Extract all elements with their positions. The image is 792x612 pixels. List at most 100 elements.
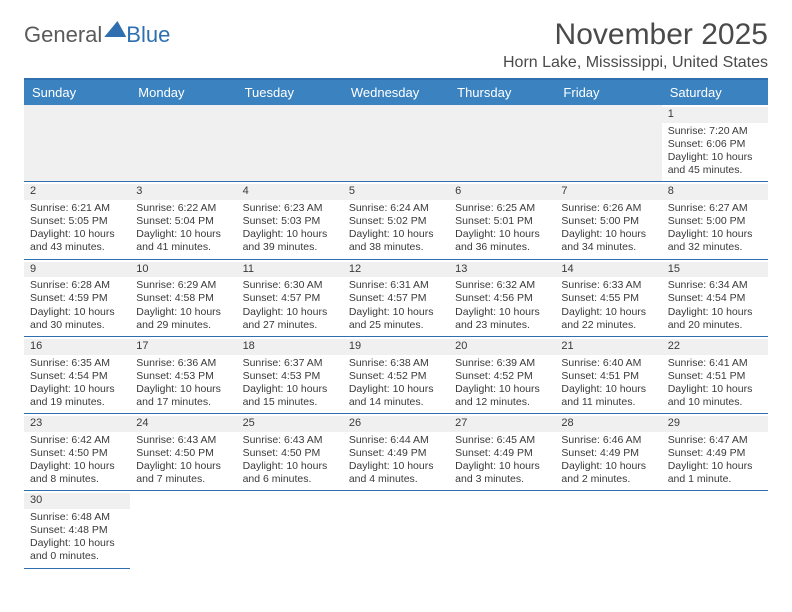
daylight-text: Daylight: 10 hours <box>455 460 549 473</box>
day-cell: 23Sunrise: 6:42 AMSunset: 4:50 PMDayligh… <box>24 414 130 491</box>
day-cell: 10Sunrise: 6:29 AMSunset: 4:58 PMDayligh… <box>130 260 236 337</box>
daylight-text: and 8 minutes. <box>30 473 124 486</box>
daylight-text: and 20 minutes. <box>668 319 762 332</box>
sunset-text: Sunset: 6:06 PM <box>668 138 762 151</box>
day-number: 10 <box>130 262 236 278</box>
empty-cell <box>555 105 661 182</box>
day-number: 24 <box>130 416 236 432</box>
sunrise-text: Sunrise: 6:47 AM <box>668 434 762 447</box>
week-row: 30Sunrise: 6:48 AMSunset: 4:48 PMDayligh… <box>24 491 768 568</box>
daylight-text: and 25 minutes. <box>349 319 443 332</box>
daylight-text: and 3 minutes. <box>455 473 549 486</box>
daylight-text: and 45 minutes. <box>668 164 762 177</box>
week-row: 1Sunrise: 7:20 AMSunset: 6:06 PMDaylight… <box>24 105 768 182</box>
logo-text-2: Blue <box>126 22 170 48</box>
day-cell: 13Sunrise: 6:32 AMSunset: 4:56 PMDayligh… <box>449 260 555 337</box>
empty-cell <box>555 491 661 568</box>
daylight-text: Daylight: 10 hours <box>561 306 655 319</box>
daylight-text: Daylight: 10 hours <box>668 306 762 319</box>
day-number: 14 <box>555 262 661 278</box>
sunset-text: Sunset: 4:52 PM <box>349 370 443 383</box>
sunrise-text: Sunrise: 6:21 AM <box>30 202 124 215</box>
daylight-text: and 30 minutes. <box>30 319 124 332</box>
daylight-text: Daylight: 10 hours <box>561 460 655 473</box>
month-title: November 2025 <box>503 18 768 52</box>
day-number: 26 <box>343 416 449 432</box>
daylight-text: and 41 minutes. <box>136 241 230 254</box>
day-number: 27 <box>449 416 555 432</box>
daylight-text: and 19 minutes. <box>30 396 124 409</box>
day-cell: 29Sunrise: 6:47 AMSunset: 4:49 PMDayligh… <box>662 414 768 491</box>
sunset-text: Sunset: 4:53 PM <box>136 370 230 383</box>
empty-cell <box>343 105 449 182</box>
daylight-text: and 36 minutes. <box>455 241 549 254</box>
day-number: 17 <box>130 339 236 355</box>
empty-daynum <box>449 107 555 123</box>
daylight-text: Daylight: 10 hours <box>136 228 230 241</box>
daylight-text: and 12 minutes. <box>455 396 549 409</box>
logo-mark-icon <box>104 21 126 37</box>
sunrise-text: Sunrise: 6:29 AM <box>136 279 230 292</box>
daylight-text: and 39 minutes. <box>243 241 337 254</box>
daylight-text: Daylight: 10 hours <box>668 151 762 164</box>
daylight-text: Daylight: 10 hours <box>243 460 337 473</box>
day-cell: 3Sunrise: 6:22 AMSunset: 5:04 PMDaylight… <box>130 182 236 259</box>
empty-daynum <box>237 107 343 123</box>
day-number: 23 <box>24 416 130 432</box>
day-number: 29 <box>662 416 768 432</box>
empty-cell <box>343 491 449 568</box>
day-number: 25 <box>237 416 343 432</box>
sunset-text: Sunset: 4:55 PM <box>561 292 655 305</box>
day-cell: 16Sunrise: 6:35 AMSunset: 4:54 PMDayligh… <box>24 337 130 414</box>
daylight-text: Daylight: 10 hours <box>455 383 549 396</box>
day-number: 22 <box>662 339 768 355</box>
day-number: 2 <box>24 184 130 200</box>
daylight-text: and 43 minutes. <box>30 241 124 254</box>
sunrise-text: Sunrise: 6:42 AM <box>30 434 124 447</box>
daylight-text: Daylight: 10 hours <box>30 460 124 473</box>
sunset-text: Sunset: 4:49 PM <box>455 447 549 460</box>
daylight-text: and 10 minutes. <box>668 396 762 409</box>
daylight-text: Daylight: 10 hours <box>349 306 443 319</box>
day-number: 30 <box>24 493 130 509</box>
daylight-text: Daylight: 10 hours <box>30 537 124 550</box>
sunrise-text: Sunrise: 6:40 AM <box>561 357 655 370</box>
sunrise-text: Sunrise: 6:34 AM <box>668 279 762 292</box>
daylight-text: Daylight: 10 hours <box>243 228 337 241</box>
day-number: 21 <box>555 339 661 355</box>
daylight-text: Daylight: 10 hours <box>668 228 762 241</box>
daylight-text: and 22 minutes. <box>561 319 655 332</box>
sunrise-text: Sunrise: 6:43 AM <box>243 434 337 447</box>
daylight-text: and 6 minutes. <box>243 473 337 486</box>
sunrise-text: Sunrise: 6:23 AM <box>243 202 337 215</box>
daylight-text: Daylight: 10 hours <box>668 383 762 396</box>
sunset-text: Sunset: 4:58 PM <box>136 292 230 305</box>
day-cell: 30Sunrise: 6:48 AMSunset: 4:48 PMDayligh… <box>24 491 130 568</box>
daylight-text: Daylight: 10 hours <box>243 383 337 396</box>
daylight-text: Daylight: 10 hours <box>136 383 230 396</box>
day-header: Monday <box>130 80 236 105</box>
daylight-text: and 38 minutes. <box>349 241 443 254</box>
daylight-text: Daylight: 10 hours <box>136 460 230 473</box>
sunrise-text: Sunrise: 6:38 AM <box>349 357 443 370</box>
empty-daynum <box>343 107 449 123</box>
sunrise-text: Sunrise: 7:20 AM <box>668 125 762 138</box>
daylight-text: Daylight: 10 hours <box>136 306 230 319</box>
day-number: 28 <box>555 416 661 432</box>
day-cell: 20Sunrise: 6:39 AMSunset: 4:52 PMDayligh… <box>449 337 555 414</box>
day-number: 4 <box>237 184 343 200</box>
sunrise-text: Sunrise: 6:37 AM <box>243 357 337 370</box>
day-header: Thursday <box>449 80 555 105</box>
daylight-text: Daylight: 10 hours <box>455 306 549 319</box>
day-number: 12 <box>343 262 449 278</box>
sunset-text: Sunset: 5:02 PM <box>349 215 443 228</box>
daylight-text: Daylight: 10 hours <box>668 460 762 473</box>
day-cell: 21Sunrise: 6:40 AMSunset: 4:51 PMDayligh… <box>555 337 661 414</box>
day-cell: 2Sunrise: 6:21 AMSunset: 5:05 PMDaylight… <box>24 182 130 259</box>
empty-cell <box>449 105 555 182</box>
sunset-text: Sunset: 4:57 PM <box>349 292 443 305</box>
sunset-text: Sunset: 4:49 PM <box>561 447 655 460</box>
day-number: 13 <box>449 262 555 278</box>
day-header-row: Sunday Monday Tuesday Wednesday Thursday… <box>24 80 768 105</box>
empty-daynum <box>24 107 130 123</box>
